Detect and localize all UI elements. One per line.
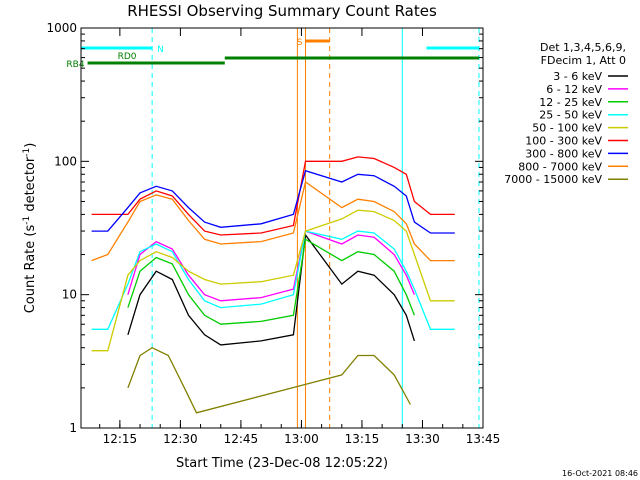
state-label-rb4: RB4 — [66, 60, 84, 70]
x-tick-label-1: 12:30 — [163, 432, 198, 446]
series-line-7 — [91, 180, 455, 262]
y-tick-label-3: 1000 — [46, 21, 77, 35]
chart-title: RHESSI Observing Summary Count Rates — [127, 2, 437, 20]
state-label-rd0: RD0 — [118, 52, 137, 62]
y-tick-label-2: 100 — [54, 154, 77, 168]
legend-label-1: 6 - 12 keV — [546, 83, 602, 96]
series-line-3 — [91, 230, 455, 330]
series-line-5 — [91, 156, 455, 236]
series-line-8 — [127, 346, 411, 414]
legend-label-8: 7000 - 15000 keV — [504, 173, 602, 186]
legend-label-3: 25 - 50 keV — [539, 109, 602, 122]
state-bars: N S RD0 RB4 — [66, 38, 479, 70]
x-axis-label: Start Time (23-Dec-08 12:05:22) — [176, 456, 388, 471]
timestamp: 16-Oct-2021 08:46 — [562, 469, 638, 478]
legend-label-5: 100 - 300 keV — [525, 135, 602, 148]
legend: Det 1,3,4,5,6,9,FDecim 1, Att 0 3 - 6 keV… — [504, 41, 628, 186]
legend-label-0: 3 - 6 keV — [553, 70, 602, 83]
x-tick-label-5: 13:30 — [405, 432, 440, 446]
series-line-0 — [127, 233, 416, 346]
x-tick-label-3: 13:00 — [284, 432, 319, 446]
series-line-1 — [127, 230, 416, 302]
legend-header-1: FDecim 1, Att 0 — [541, 54, 626, 67]
axes: 12:15 12:30 12:45 13:00 13:15 13:30 13:45 1 10 10… — [46, 21, 500, 446]
plot-frame — [80, 27, 484, 429]
x-tick-label-2: 12:45 — [224, 432, 259, 446]
state-label-s: S — [297, 38, 303, 48]
legend-label-6: 300 - 800 keV — [525, 147, 602, 160]
series-line-2 — [127, 238, 416, 325]
y-axis-label: Count Rate (s-1 detector-1) — [22, 143, 38, 314]
legend-label-7: 800 - 7000 keV — [518, 160, 602, 173]
x-tick-label-0: 12:15 — [103, 432, 138, 446]
state-label-n: N — [157, 45, 164, 55]
legend-header-0: Det 1,3,4,5,6,9, — [540, 41, 626, 54]
series-line-4 — [91, 209, 455, 352]
y-tick-label-1: 10 — [62, 288, 77, 302]
series-lines — [91, 156, 455, 414]
y-tick-label-0: 1 — [69, 421, 77, 435]
series-line-6 — [91, 169, 455, 234]
x-tick-label-6: 13:45 — [466, 432, 501, 446]
legend-label-2: 12 - 25 keV — [539, 96, 602, 109]
x-tick-label-4: 13:15 — [345, 432, 380, 446]
legend-label-4: 50 - 100 keV — [532, 122, 602, 135]
